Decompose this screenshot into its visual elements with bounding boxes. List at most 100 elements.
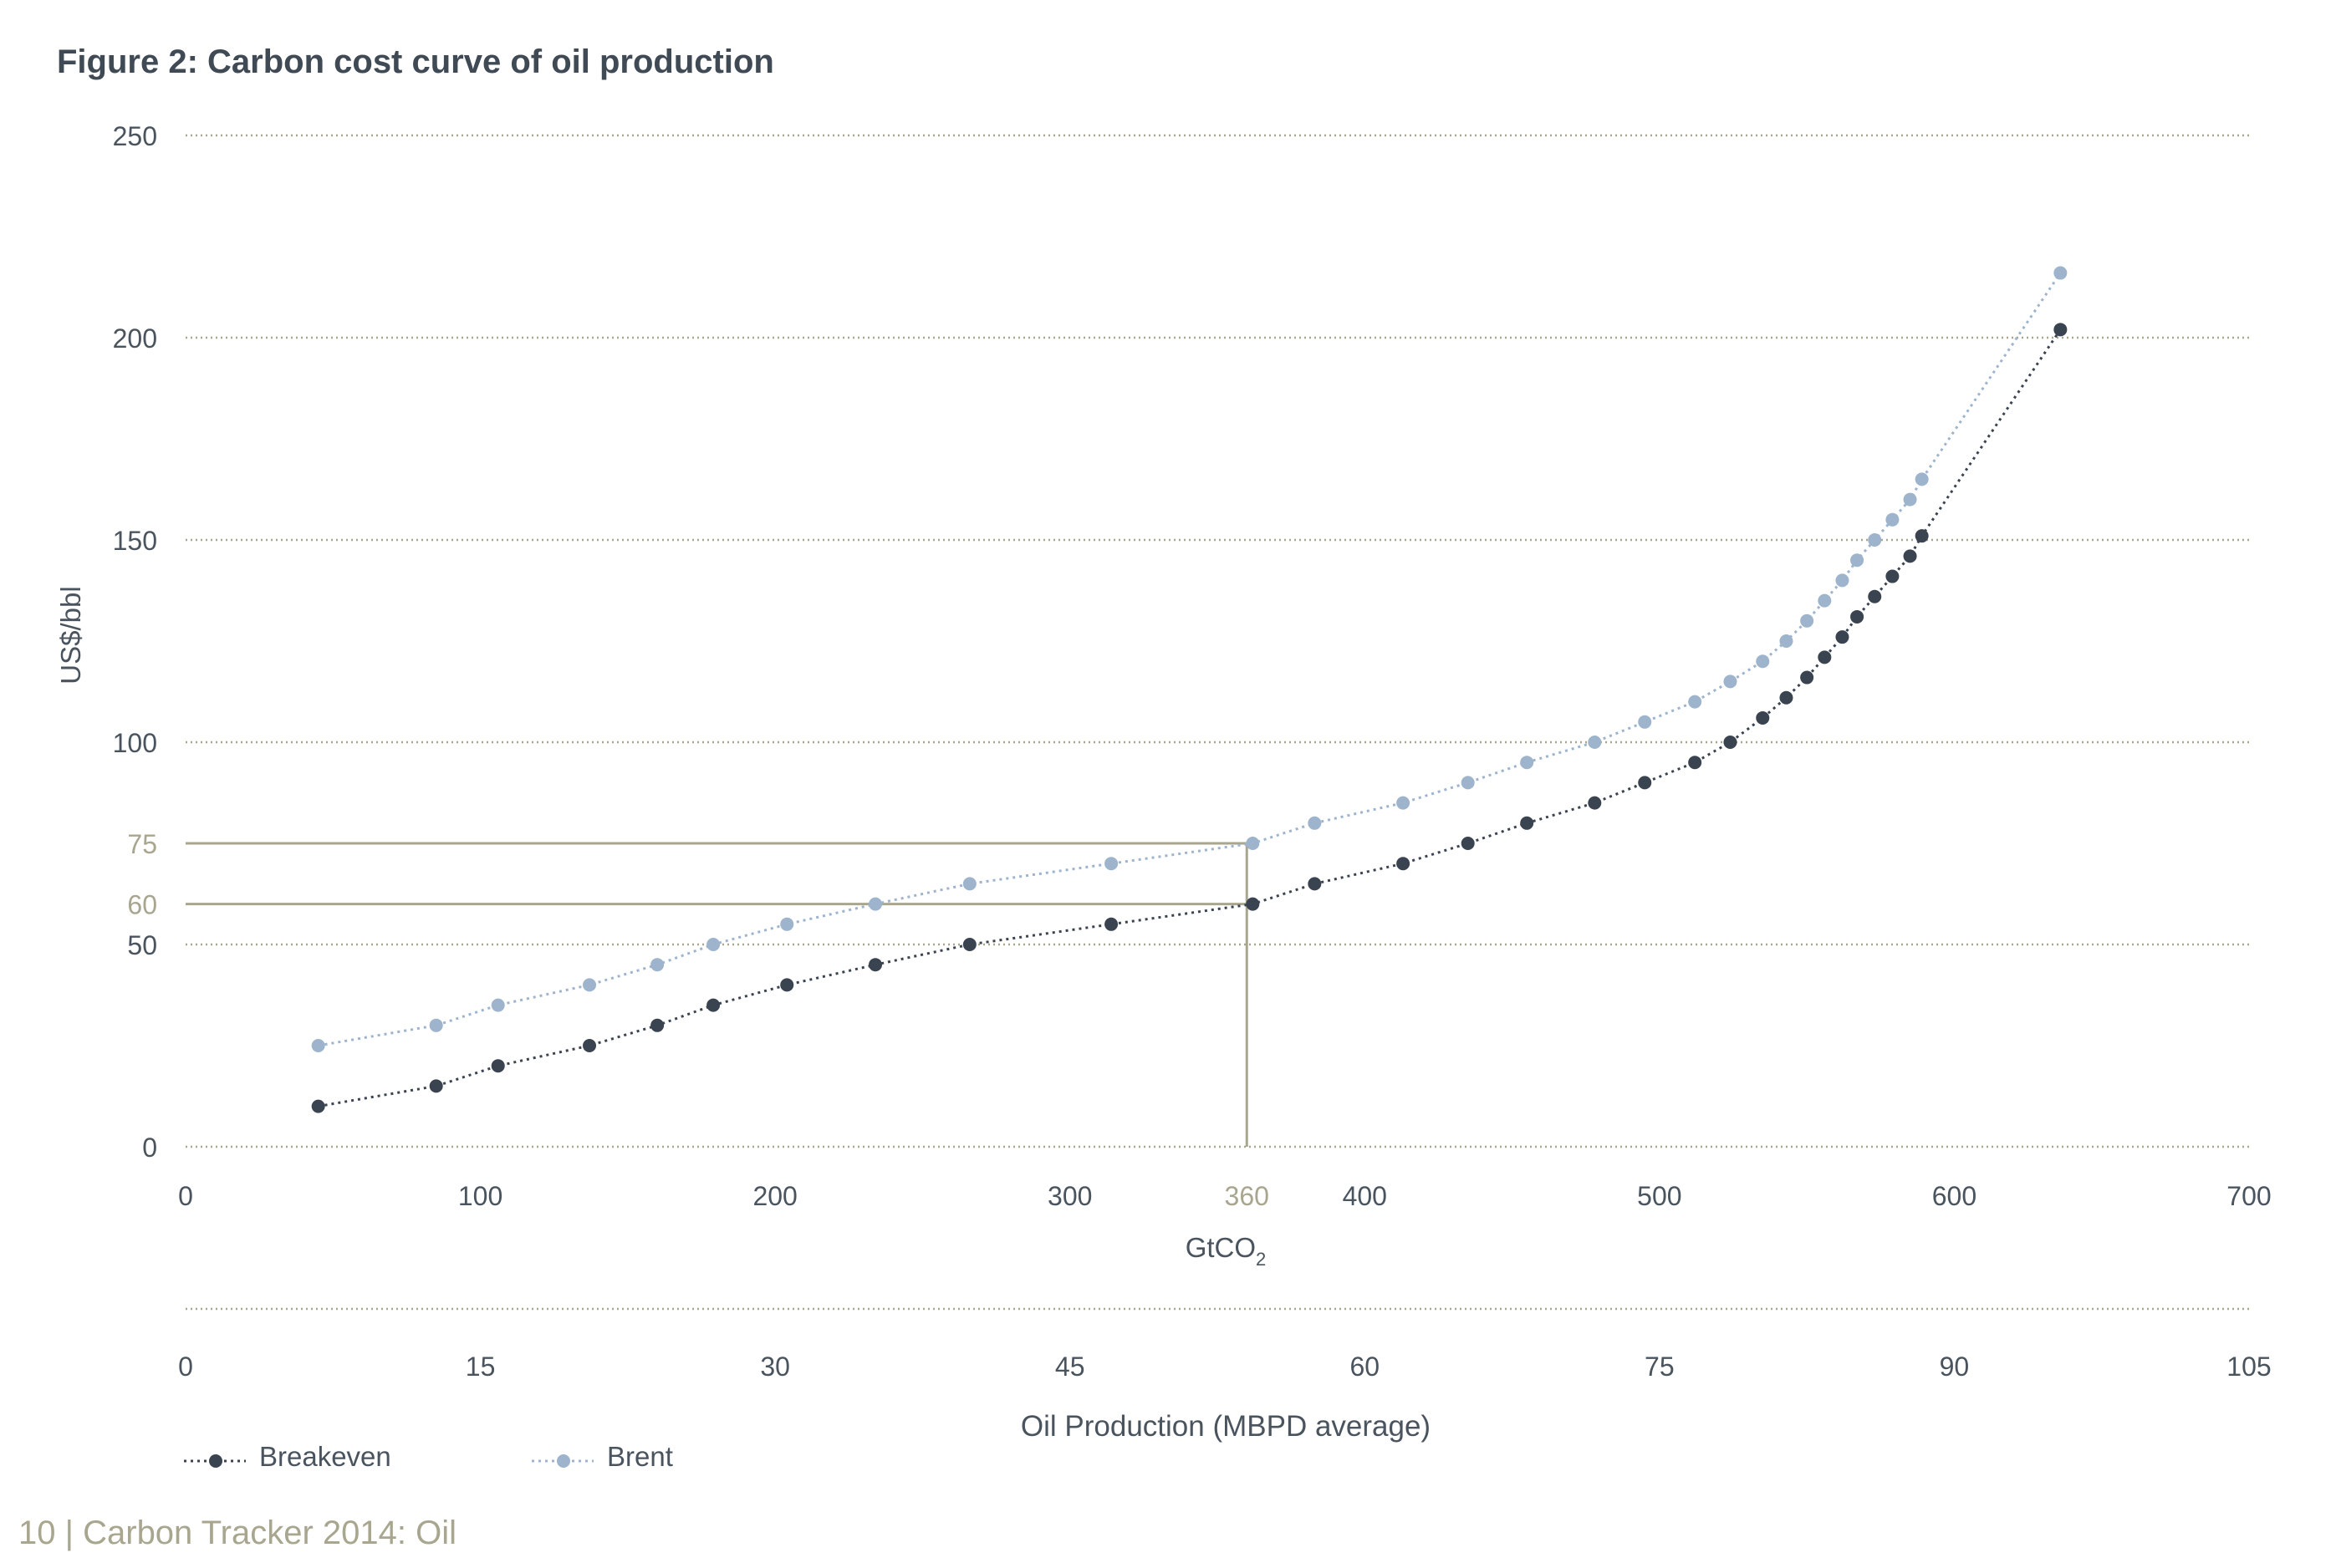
legend-brent-marker [532, 1454, 594, 1468]
breakeven-point [1818, 650, 1832, 664]
figure-title: Figure 2: Carbon cost curve of oil produ… [57, 43, 774, 80]
breakeven-point [1723, 736, 1737, 749]
brent-point [1835, 573, 1849, 588]
brent-point [780, 917, 794, 931]
brent-point [1104, 857, 1119, 871]
breakeven-point [1756, 710, 1770, 725]
breakeven-point [780, 978, 794, 992]
breakeven-point [491, 1059, 505, 1073]
brent-point [311, 1039, 325, 1052]
breakeven-point [962, 938, 977, 951]
brent-point [1246, 837, 1260, 850]
brent-point [1588, 736, 1602, 749]
y-tick-label: 250 [113, 121, 157, 151]
page-footer: 10 | Carbon Tracker 2014: Oil [18, 1515, 456, 1551]
brent-point [1461, 776, 1475, 790]
x-axis-label-sub: 2 [1256, 1249, 1266, 1270]
breakeven-point [1638, 776, 1652, 790]
breakeven-point [869, 958, 883, 972]
breakeven-point [1396, 857, 1410, 871]
x2-tick-label: 60 [1349, 1352, 1380, 1382]
x-tick-label: 100 [458, 1181, 502, 1211]
breakeven-point [583, 1039, 597, 1052]
breakeven-point [1835, 630, 1849, 644]
breakeven-point [1779, 690, 1793, 705]
brent-point [1850, 553, 1864, 568]
breakeven-point [1800, 670, 1814, 685]
y-axis-label: US$/bbl [55, 586, 86, 684]
x-axis-label-base: GtCO [1186, 1232, 1256, 1263]
highlight-lines: 75 60 360 [127, 829, 1269, 1211]
brent-point [1779, 634, 1793, 648]
y-tick-label: 100 [113, 728, 157, 758]
x-tick-label: 700 [2226, 1181, 2271, 1211]
x2-tick-label: 0 [178, 1352, 193, 1382]
breakeven-point [1850, 609, 1864, 624]
brent-point [962, 877, 977, 891]
brent-line [318, 272, 2062, 1047]
x-tick-label: 0 [178, 1181, 193, 1211]
legend-breakeven-label: Breakeven [259, 1441, 391, 1472]
breakeven-point [706, 998, 721, 1012]
x-tick-label: 400 [1343, 1181, 1387, 1211]
brent-point [1688, 695, 1702, 709]
x2-tick-label: 90 [1940, 1352, 1970, 1382]
brent-point [1818, 593, 1832, 608]
brent-point [583, 978, 597, 992]
brent-point [1756, 654, 1770, 669]
brent-point [491, 998, 505, 1012]
x-tick-label: 200 [752, 1181, 797, 1211]
x2-tick-label: 75 [1645, 1352, 1675, 1382]
breakeven-line [318, 328, 2062, 1108]
breakeven-point [1915, 529, 1929, 543]
breakeven-point [311, 1099, 325, 1113]
x2-tick-label: 30 [760, 1352, 790, 1382]
brent-point [2053, 266, 2068, 280]
brent-point [650, 958, 665, 972]
highlight-y-label: 75 [127, 829, 157, 859]
breakeven-point [650, 1018, 665, 1032]
secondary-x-axis: 0 15 30 45 60 75 90 105 [178, 1307, 2272, 1382]
brent-point [1868, 533, 1882, 547]
x2-tick-label: 15 [466, 1352, 496, 1382]
brent-point [706, 938, 721, 951]
gridlines [186, 134, 2249, 1148]
brent-point [1396, 796, 1410, 810]
brent-point [1723, 675, 1737, 689]
breakeven-point [1246, 897, 1260, 911]
y-tick-label: 150 [113, 526, 157, 556]
x2-tick-label: 105 [2226, 1352, 2271, 1382]
breakeven-point [1520, 816, 1534, 830]
brent-point [1885, 512, 1900, 527]
legend-brent-label: Brent [607, 1441, 673, 1472]
x-tick-label: 500 [1637, 1181, 1681, 1211]
breakeven-point [1903, 549, 1917, 563]
breakeven-point [1688, 756, 1702, 770]
y-tick-label: 200 [113, 323, 157, 354]
brent-point [869, 897, 883, 911]
breakeven-point [2053, 323, 2068, 337]
breakeven-point [1461, 837, 1475, 850]
brent-point [1903, 492, 1917, 507]
highlight-y-label: 60 [127, 890, 157, 920]
breakeven-point [1308, 877, 1322, 891]
breakeven-point [1588, 796, 1602, 810]
brent-point [1308, 816, 1322, 830]
y-axis-ticks: 0 50 100 150 200 250 [113, 121, 157, 1163]
x-tick-label: 600 [1932, 1181, 1976, 1211]
x-axis-ticks: 0 100 200 300 400 500 600 700 [178, 1181, 2272, 1211]
breakeven-point [1885, 569, 1900, 583]
breakeven-point [1868, 589, 1882, 603]
breakeven-point [429, 1079, 443, 1093]
brent-point [1638, 715, 1652, 729]
x2-tick-label: 45 [1055, 1352, 1085, 1382]
x-axis-label: GtCO2 [1186, 1232, 1267, 1270]
y-tick-label: 50 [127, 930, 157, 960]
y-tick-label: 0 [142, 1133, 157, 1163]
legend-breakeven-marker [184, 1454, 246, 1468]
brent-point [429, 1018, 443, 1032]
breakeven-point [1104, 917, 1119, 931]
highlight-x-label: 360 [1225, 1181, 1269, 1211]
brent-point [1520, 756, 1534, 770]
